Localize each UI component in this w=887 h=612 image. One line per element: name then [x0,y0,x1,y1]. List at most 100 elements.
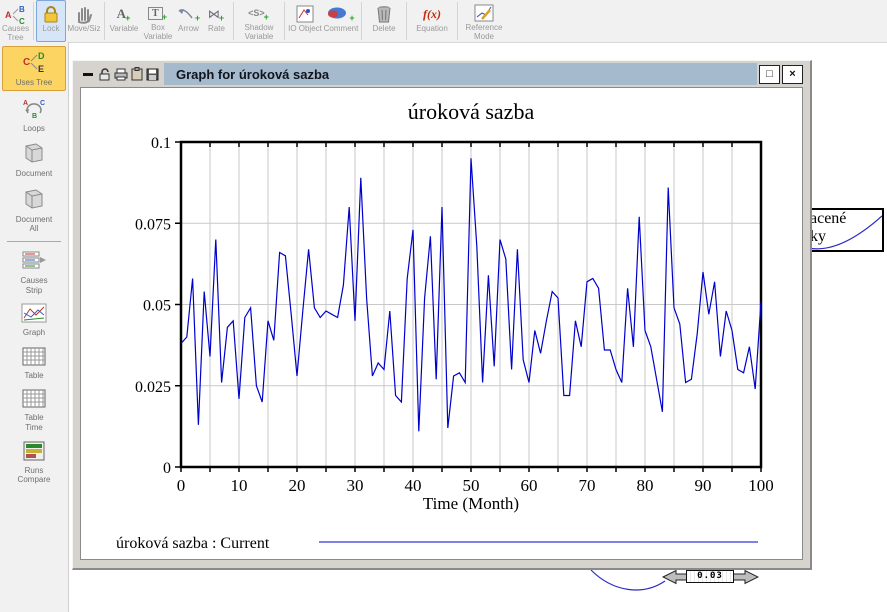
save-icon[interactable] [146,68,159,81]
toolbar-button-label: Equation [416,24,448,33]
variable-icon: A + [116,6,131,23]
main-toolbar: A B C Causes Tree Lock Move/Siz [0,0,887,43]
causes-strip-icon [21,249,47,276]
runs-compare-icon [23,441,45,466]
sidebar-item-causes-strip[interactable]: Causes Strip [2,246,66,298]
svg-text:40: 40 [405,476,422,495]
svg-text:0.05: 0.05 [143,298,171,315]
graph-client-area: úroková sazba 0 10 20 30 40 50 60 70 80 90 100 0 0.0… [80,87,803,560]
graph-window: Graph for úroková sazba □ × úroková sazb… [72,60,812,570]
svg-text:E: E [38,64,44,73]
toolbar-button-label: Variable [109,24,139,33]
sidebar-item-label: Document [15,169,53,179]
toolbar-button-label: Causes Tree [1,24,30,43]
svg-text:A: A [5,10,12,20]
sidebar-item-label: Graph [22,328,46,338]
svg-text:C: C [40,100,45,107]
sidebar-item-label: Document All [15,214,53,234]
sidebar-item-loops[interactable]: A C B Loops [2,94,66,137]
sidebar-item-runs-compare[interactable]: Runs Compare [2,438,66,488]
sidebar-item-graph[interactable]: Graph [2,300,66,341]
equation-icon: f(x) [423,6,441,21]
svg-text:60: 60 [521,476,538,495]
rate-slider: 0.03 [661,569,760,585]
graph-icon [21,303,47,328]
legend-label: úroková sazba : Current [116,535,270,552]
toolbar-button-label: Move/Siz [67,24,101,33]
sidebar-item-uses-tree[interactable]: C D E Uses Tree [2,46,66,91]
toolbar-button-label: Box Variable [143,22,173,41]
sidebar-item-label: Table Time [24,413,44,432]
svg-text:100: 100 [748,476,774,495]
clipboard-icon[interactable] [131,67,143,81]
svg-text:D: D [38,51,45,61]
model-arrow-curve [590,569,666,591]
trash-icon [376,4,392,24]
variable-name-fragment: ky [810,228,826,245]
variable-name-fragment: acené [810,210,847,227]
print-icon[interactable] [114,68,128,81]
toolbar-button-move-size[interactable]: Move/Siz [66,0,102,42]
hand-icon [74,4,94,24]
toolbar-button-label: Delete [372,24,396,33]
model-variable-box[interactable]: acené ky [806,208,884,252]
loops-icon: A C B [21,97,47,124]
toolbar-button-variable[interactable]: A + Variable [107,0,141,42]
toolbar-separator [33,2,34,40]
svg-text:C: C [23,57,30,68]
svg-text:0.075: 0.075 [135,216,171,233]
sidebar-item-document[interactable]: Document [2,139,66,182]
chart-grid [181,142,761,467]
toolbar-button-equation[interactable]: f(x) Equation [409,0,455,42]
toolbar-button-label: IO Object [288,24,322,33]
svg-text:70: 70 [579,476,596,495]
slider-value[interactable]: 0.03 [686,570,734,583]
toolbar-separator [104,2,105,40]
close-button[interactable]: × [782,64,803,84]
toolbar-separator [457,2,458,40]
window-tool-icons [80,63,164,85]
sidebar-item-table[interactable]: Table [2,344,66,384]
toolbar-button-io-object[interactable]: IO Object [287,0,323,42]
titlebar-title-area[interactable]: Graph for úroková sazba [164,63,757,85]
svg-text:30: 30 [347,476,364,495]
flow-curve [808,215,882,250]
toolbar-separator [361,2,362,40]
toolbar-button-causes-tree[interactable]: A B C Causes Tree [0,0,31,42]
unlock-icon[interactable] [98,67,111,81]
io-object-icon [296,4,314,24]
box-variable-icon: T + [148,4,168,23]
toolbar-separator [406,2,407,40]
causes-tree-icon: A B C [4,4,28,25]
toolbar-button-box-variable[interactable]: T + Box Variable [141,0,175,42]
comment-icon: + [326,4,355,24]
toolbar-button-label: Comment [323,24,359,33]
window-titlebar[interactable]: Graph for úroková sazba □ × [80,63,803,85]
svg-text:A: A [23,100,28,107]
series-line [180,158,762,432]
reference-mode-icon [474,4,494,23]
sidebar-item-label: Loops [23,123,45,133]
toolbar-button-lock[interactable]: Lock [36,0,66,42]
toolbar-button-label: Arrow [178,24,199,33]
toolbar-separator [284,2,285,40]
sidebar-item-document-all[interactable]: Document All [2,185,66,237]
sidebar-item-table-time[interactable]: Table Time [2,386,66,435]
svg-text:0.025: 0.025 [135,379,171,396]
toolbar-button-label: Shadow Variable [244,22,274,41]
toolbar-button-reference-mode[interactable]: Reference Mode [460,0,508,42]
svg-text:20: 20 [289,476,306,495]
sidebar-item-label: Uses Tree [15,78,53,87]
toolbar-button-label: Lock [42,24,60,33]
toolbar-button-rate[interactable]: ⋈ + Rate [202,0,231,42]
svg-text:B: B [19,5,25,14]
toolbar-button-arrow[interactable]: + Arrow [175,0,202,42]
minimize-bar-icon[interactable] [82,68,95,81]
maximize-button[interactable]: □ [759,64,780,84]
toolbar-button-delete[interactable]: Delete [364,0,404,42]
rate-icon: ⋈ + [207,7,225,23]
toolbar-button-shadow-variable[interactable]: <S> + Shadow Variable [236,0,282,42]
toolbar-button-comment[interactable]: + Comment [323,0,359,42]
svg-text:0: 0 [177,476,186,495]
